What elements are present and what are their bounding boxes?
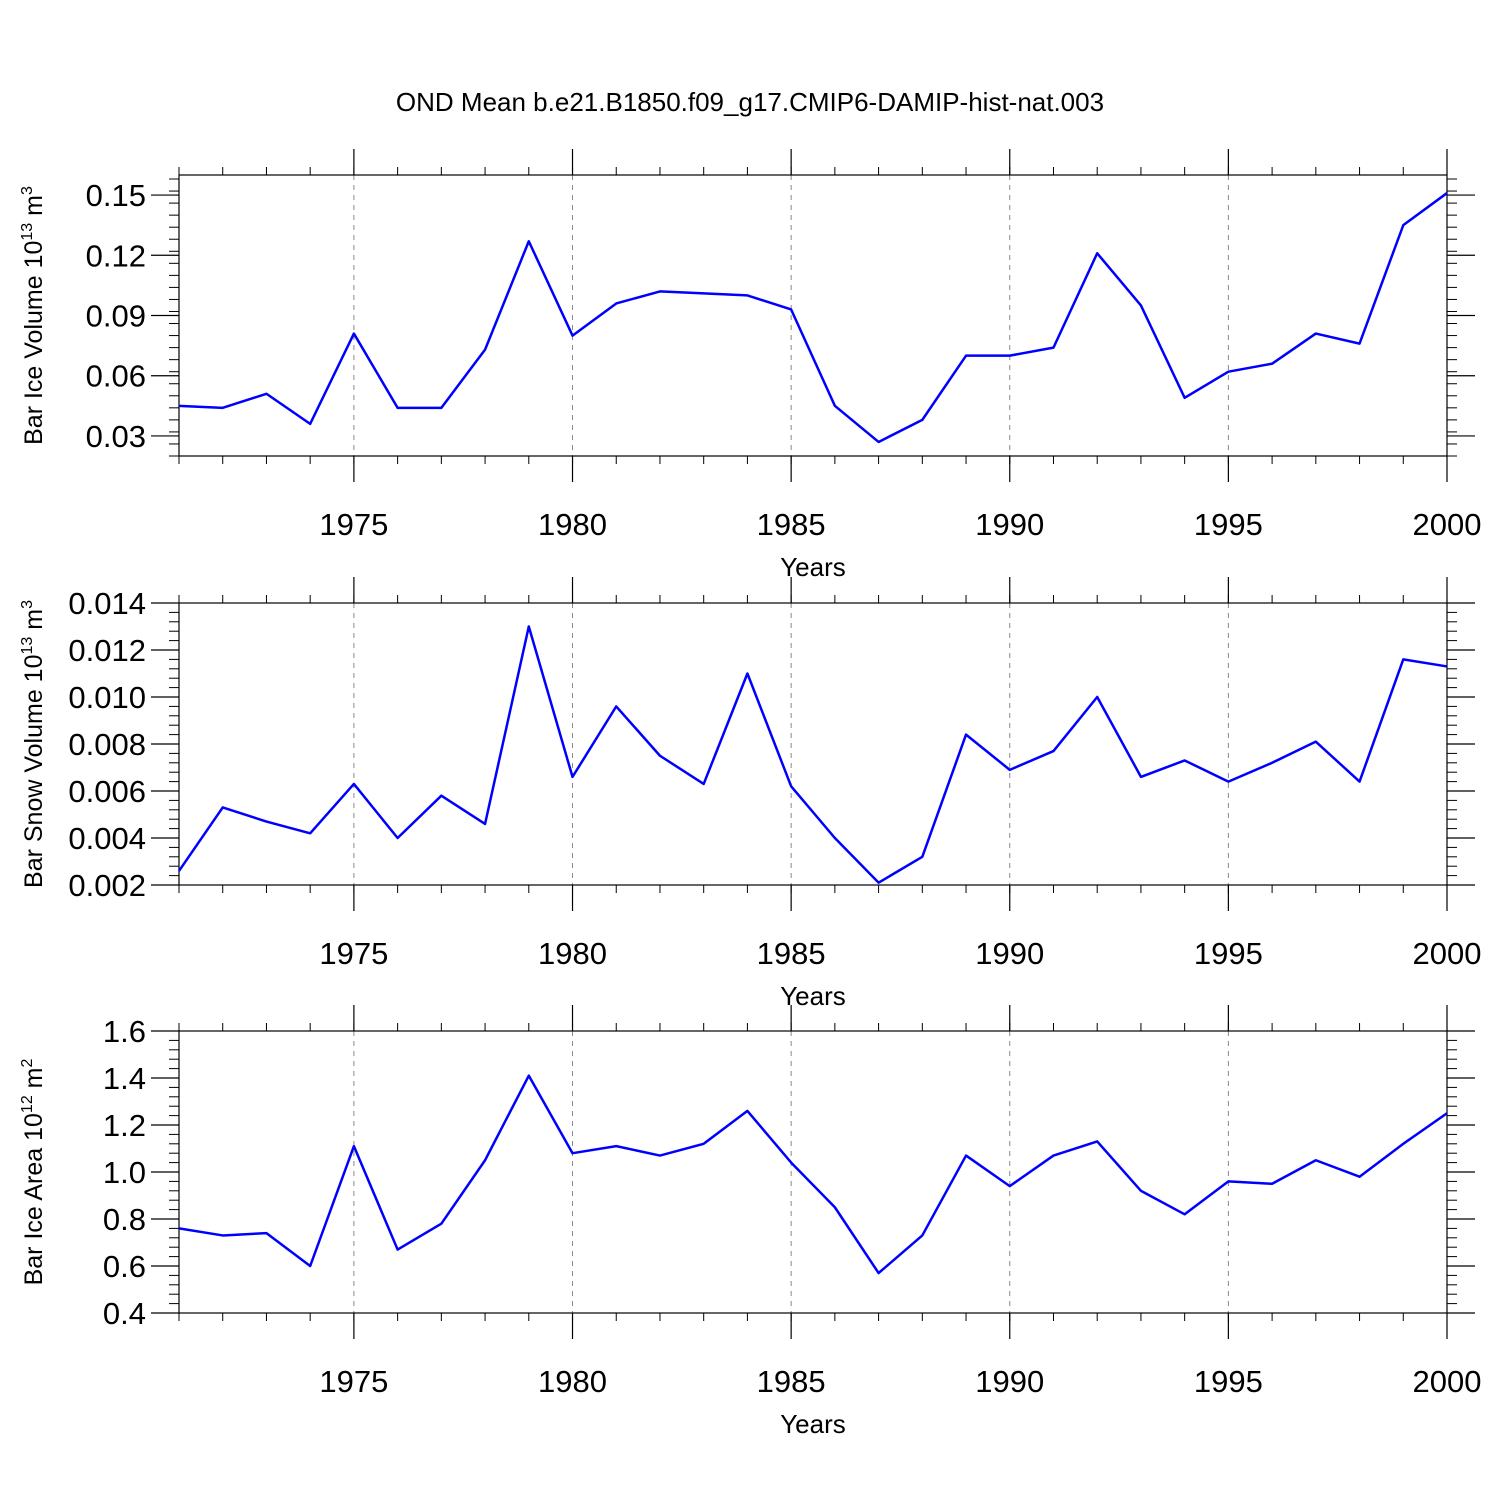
series-line	[177, 625, 1448, 884]
x-tick-label: 1980	[538, 1364, 607, 1399]
y-tick-label: 1.4	[103, 1061, 146, 1096]
y-tick-label: 0.010	[68, 680, 146, 715]
y-axis-label: Bar Ice Area 1012 m2	[19, 1059, 48, 1286]
x-tick-label: 1980	[538, 936, 607, 971]
y-tick-label: 1.6	[103, 1014, 146, 1049]
x-tick-label: 1990	[975, 1364, 1044, 1399]
x-tick-label: 2000	[1413, 507, 1482, 542]
x-tick-label: 1975	[319, 936, 388, 971]
y-tick-label: 0.008	[68, 727, 146, 762]
x-tick-label: 1980	[538, 507, 607, 542]
y-tick-label: 0.012	[68, 633, 146, 668]
y-tick-label: 0.002	[68, 868, 146, 903]
chart-panel-3: 0.4 0.6 0.8 1.0 1.2 1.4 1.6 1975 1980 1985 1990 199…	[19, 1005, 1481, 1439]
series-line	[178, 1074, 1448, 1275]
chart-panel-2: 0.002 0.004 0.006 0.008 0.010 0.012 0.014 1975 1…	[19, 577, 1481, 1011]
y-tick-label: 1.2	[103, 1108, 146, 1143]
x-tick-label: 1995	[1194, 1364, 1263, 1399]
x-axis-label: Years	[780, 1409, 846, 1439]
y-tick-label: 0.006	[68, 774, 146, 809]
x-tick-label: 1975	[319, 507, 388, 542]
x-tick-label: 1985	[757, 1364, 826, 1399]
x-tick-label: 2000	[1413, 936, 1482, 971]
y-tick-label: 0.6	[103, 1249, 146, 1284]
x-tick-label: 1990	[975, 507, 1044, 542]
y-tick-label: 0.4	[103, 1296, 146, 1331]
x-axis-label: Years	[780, 981, 846, 1011]
plot-frame	[178, 174, 1448, 457]
x-tick-label: 1990	[975, 936, 1044, 971]
series-line	[178, 192, 1448, 444]
y-tick-label: 1.0	[103, 1155, 146, 1190]
x-tick-label: 1975	[319, 1364, 388, 1399]
y-tick-label: 0.004	[68, 821, 146, 856]
y-tick-label: 0.12	[86, 238, 146, 273]
y-tick-label: 0.03	[86, 419, 146, 454]
y-tick-label: 0.15	[86, 178, 146, 213]
x-tick-label: 2000	[1413, 1364, 1482, 1399]
y-axis-label: Bar Ice Volume 1013 m3	[19, 186, 48, 445]
x-tick-label: 1995	[1194, 936, 1263, 971]
x-tick-label: 1985	[757, 507, 826, 542]
y-tick-label: 0.014	[68, 586, 146, 621]
x-axis-label: Years	[780, 552, 846, 582]
figure-title: OND Mean b.e21.B1850.f09_g17.CMIP6-DAMIP…	[396, 87, 1104, 117]
x-tick-label: 1985	[757, 936, 826, 971]
chart-panel-1: 0.03 0.06 0.09 0.12 0.15 1975 1980 1985 1990 1995…	[19, 149, 1481, 582]
plot-frame	[178, 1030, 1448, 1314]
y-axis-label: Bar Snow Volume 1013 m3	[19, 600, 48, 888]
y-tick-label: 0.09	[86, 299, 146, 334]
plot-frame	[178, 602, 1448, 886]
y-tick-label: 0.8	[103, 1202, 146, 1237]
y-tick-label: 0.06	[86, 359, 146, 394]
x-tick-label: 1995	[1194, 507, 1263, 542]
